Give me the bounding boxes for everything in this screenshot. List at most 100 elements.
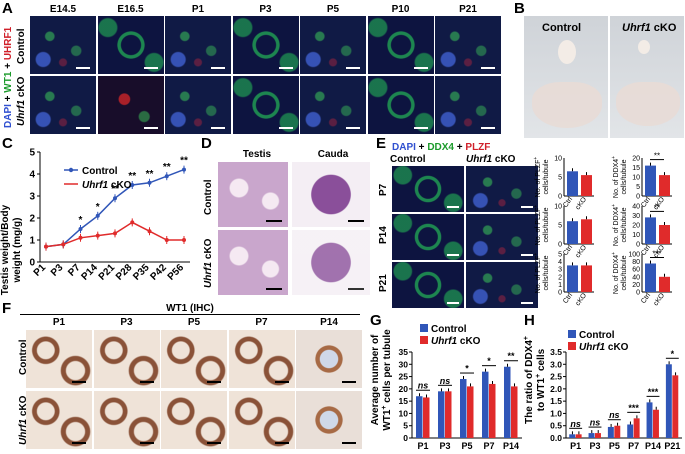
panel-a-stage-p3: P3 <box>259 4 272 15</box>
panel-f-image-cko-p7 <box>228 391 295 449</box>
e-significance: *** <box>652 250 661 259</box>
e-ylabel: No. of DDX4+ <box>611 252 620 294</box>
scale-bar <box>211 67 225 69</box>
ytick-label: 3.5 <box>550 347 562 357</box>
c-xtick-label: P35 <box>131 262 152 283</box>
panel-d-testis-control <box>218 162 288 227</box>
scale-bar <box>278 67 293 69</box>
e-bar <box>645 165 656 196</box>
bar-cko <box>423 397 430 438</box>
cko-reproductive-tract <box>616 82 680 126</box>
legend-cko-swatch <box>420 336 428 344</box>
xtick-label: P5 <box>609 441 620 451</box>
panel-f-image-control-p5 <box>161 330 227 388</box>
significance: ns <box>609 410 620 420</box>
bar-control <box>588 433 595 438</box>
scale-bar <box>481 67 495 69</box>
bar-cko <box>511 386 518 438</box>
e-xtick-label: cKO <box>575 244 589 260</box>
c-point <box>113 231 117 236</box>
panel-e-image-cko-p7 <box>466 166 538 212</box>
panel-a-image-cko-e16-5 <box>97 76 164 134</box>
significance: * <box>671 349 675 359</box>
ytick-label: 0.5 <box>550 421 562 431</box>
c-significance: ** <box>146 169 154 180</box>
xtick-label: P14 <box>645 441 661 451</box>
c-point <box>182 167 186 172</box>
c-ytick-label: 2 <box>29 214 35 225</box>
c-point <box>182 238 186 242</box>
cko-testis <box>638 40 650 54</box>
e-bar <box>567 171 578 196</box>
panel-f-image-cko-p14 <box>296 391 362 449</box>
panel-letter-d: D <box>201 135 212 152</box>
panel-e-image-cko-p14 <box>466 214 538 260</box>
panel-b-divider <box>608 16 610 138</box>
e-ytick-label: 30 <box>632 213 640 220</box>
panel-e-image-control-p7 <box>392 166 464 212</box>
panel-h-chart: The ratio of DDX4+ to WT1+ cells Control… <box>523 330 682 451</box>
e-ytick-label: 5 <box>558 175 562 182</box>
panel-c-legend: Control Uhrf1 cKO <box>64 166 132 191</box>
bar-control <box>504 366 511 438</box>
scale-bar <box>274 381 289 383</box>
bar-cko <box>672 375 679 438</box>
e-ylabel: No. of PLZF+ <box>533 157 542 198</box>
panel-a-image-cko-p5 <box>300 76 366 134</box>
panel-g-ylabel-1: Average number of <box>370 334 381 425</box>
c-point <box>61 242 66 247</box>
panel-a-image-control-e14-5 <box>30 16 96 74</box>
e-bar <box>645 217 656 244</box>
scale-bar <box>481 127 495 129</box>
e-ytick-label: 60 <box>632 267 640 274</box>
scale-bar <box>207 442 221 444</box>
e-xtick-label: cKO <box>575 196 589 212</box>
e-xtick-label: cKO <box>653 292 667 308</box>
ytick-label: 2.0 <box>550 384 562 394</box>
panel-a-image-cko-p3 <box>232 76 299 134</box>
panel-e-row-p7: P7 <box>378 183 389 196</box>
panel-a-image-cko-p21 <box>435 76 501 134</box>
bar-control <box>627 424 634 438</box>
c-xtick-label: P14 <box>80 262 101 283</box>
panel-f-image-control-p7 <box>228 330 295 388</box>
panel-f-stage-p1: P1 <box>52 317 66 328</box>
e-ytick-label: 20 <box>632 282 640 289</box>
e-ytick-label: 5 <box>558 252 562 259</box>
c-point <box>130 220 135 225</box>
e-significance: ** <box>654 152 660 161</box>
bar-cko <box>445 391 452 438</box>
panel-e-image-control-p21 <box>392 262 464 308</box>
scale-bar <box>76 127 90 129</box>
c-xtick-label: P42 <box>149 262 170 283</box>
panel-f-image-cko-p1 <box>26 391 92 449</box>
panel-h-ylabel-1: The ratio of DDX4+ <box>523 336 535 424</box>
control-testis <box>558 40 576 64</box>
xtick-label: P7 <box>628 441 639 451</box>
ytick-label: 20 <box>399 384 409 394</box>
panel-e-row-p14: P14 <box>378 226 389 244</box>
scale-bar <box>207 381 221 383</box>
c-point <box>130 183 135 187</box>
bar-control <box>569 434 576 438</box>
significance: *** <box>628 403 639 413</box>
panel-f-stage-p7: P7 <box>255 317 268 328</box>
ytick-label: 0.0 <box>550 433 562 443</box>
e-bar <box>659 276 670 292</box>
bar-control <box>438 391 445 438</box>
e-bar <box>581 175 592 196</box>
e-ytick-label: 0 <box>558 290 562 297</box>
e-ytick-label: 0 <box>558 242 562 249</box>
panel-a-stage-p10: P10 <box>391 4 410 15</box>
panel-a-image-control-p21 <box>435 16 501 74</box>
panel-letter-f: F <box>2 300 12 317</box>
e-xtick-label: Ctrl <box>640 292 652 305</box>
e-ytick-label: 100 <box>628 252 640 259</box>
c-significance: * <box>79 215 83 226</box>
panel-b-photo: Control Uhrf1 cKO <box>524 16 684 138</box>
e-xtick-label: cKO <box>575 292 589 308</box>
c-point <box>44 244 48 249</box>
panel-e-col-cko: Uhrf1 cKO <box>466 154 516 165</box>
e-ytick-label: 10 <box>632 175 640 182</box>
e-ytick-label: 20 <box>632 156 640 163</box>
